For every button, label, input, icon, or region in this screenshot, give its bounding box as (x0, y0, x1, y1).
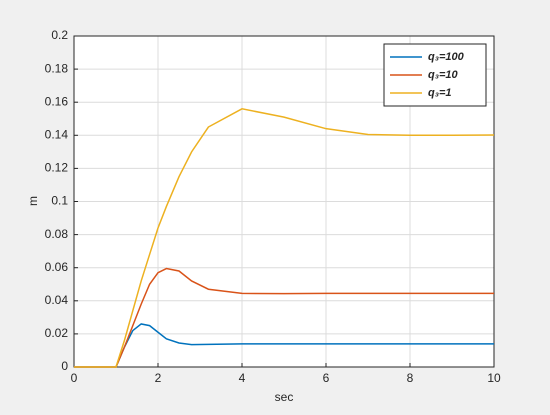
series-line (74, 108, 495, 368)
legend-label: q₃=10 (428, 69, 459, 81)
x-tick-label: 2 (155, 371, 162, 385)
y-tick-label: 0.08 (45, 227, 69, 241)
y-tick-label: 0 (61, 359, 68, 373)
y-tick-label: 0.06 (45, 260, 69, 274)
x-axis-label: sec (275, 390, 294, 404)
axes-box (73, 35, 495, 368)
legend-label: q₃=100 (428, 51, 465, 63)
x-tick-label: 4 (239, 371, 246, 385)
y-tick-label: 0.2 (51, 28, 68, 42)
y-tick-label: 0.14 (45, 127, 69, 141)
y-tick-label: 0.16 (45, 94, 69, 108)
x-tick-label: 8 (407, 371, 414, 385)
y-tick-label: 0.18 (45, 61, 69, 75)
y-tick-label: 0.04 (45, 293, 69, 307)
x-tick-label: 10 (487, 371, 501, 385)
y-tick-label: 0.12 (45, 161, 69, 175)
y-axis-label: m (26, 196, 40, 206)
legend-label: q₃=1 (428, 87, 452, 99)
series-line (74, 267, 494, 368)
y-tick-label: 0.1 (51, 194, 68, 208)
y-tick-label: 0.02 (45, 326, 69, 340)
x-tick-label: 0 (71, 371, 78, 385)
series-line (74, 323, 494, 368)
x-tick-label: 6 (323, 371, 330, 385)
